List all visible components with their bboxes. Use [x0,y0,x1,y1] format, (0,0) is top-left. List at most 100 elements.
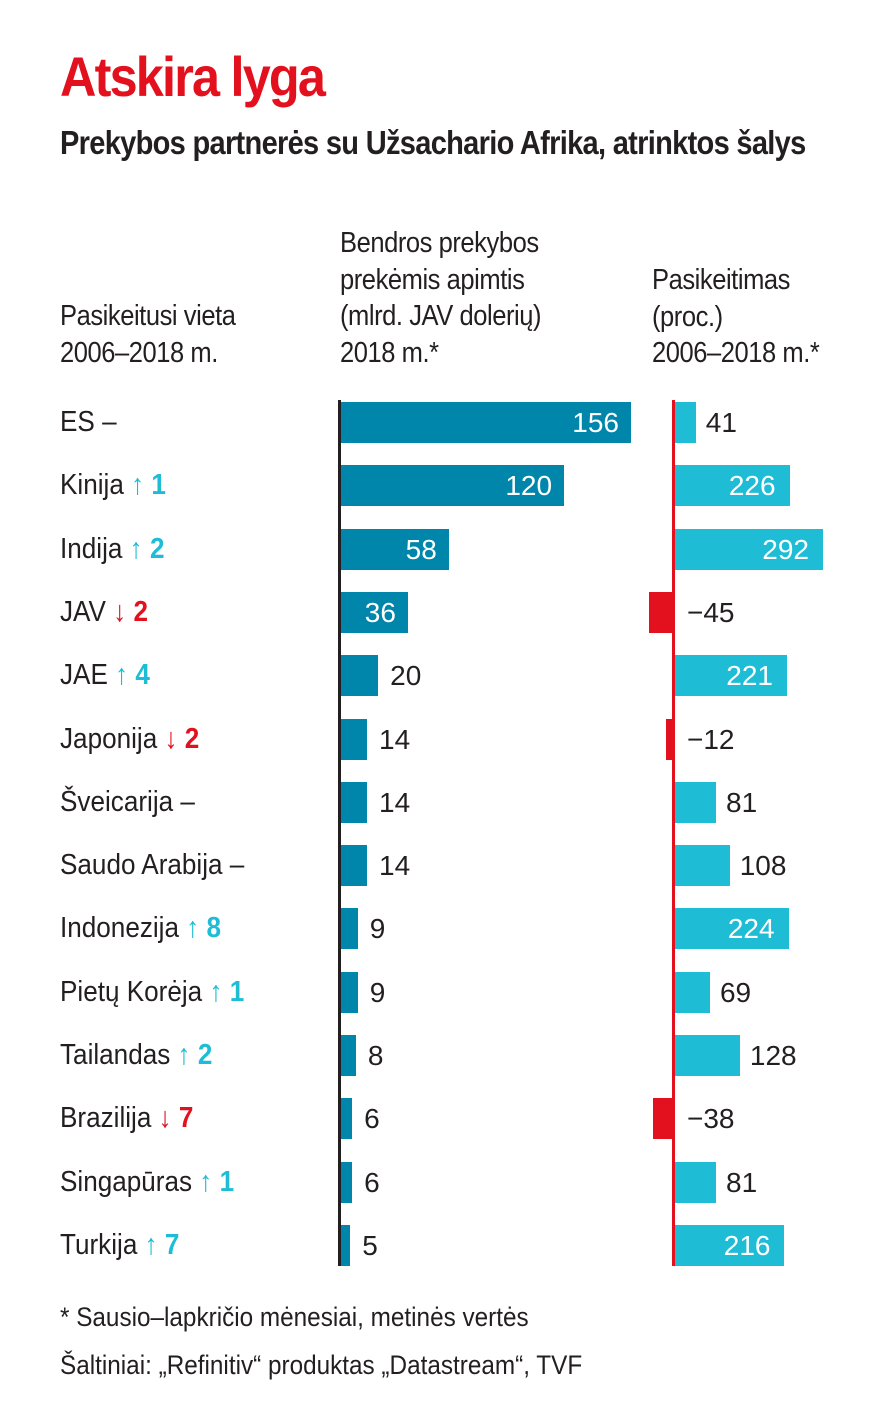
chart-subtitle: Prekybos partnerės su Užsachario Afrika,… [60,124,806,161]
trade-volume-label: 14 [379,786,411,818]
country-name: Japonija [60,722,158,755]
rank-up-indicator: ↑ 1 [192,1165,235,1198]
change-positive-bar [675,781,717,823]
trade-volume-label: 8 [367,1040,384,1071]
change-pct-label: 292 [762,533,809,565]
chart-title: Atskira lyga [60,45,326,108]
trade-volume-bar [341,402,631,443]
trade-volume-bar [341,528,449,570]
change-pct-label: 216 [723,1229,771,1261]
change-pct-label: 81 [726,1166,758,1198]
trade-volume-label: 6 [364,1103,380,1135]
change-axis-line [672,400,675,1266]
header-change-pct: Pasikeitimas (proc.) 2006–2018 m.* [652,264,820,369]
country-label: Indonezija ↑ 8 [60,908,221,949]
country-name: Indonezija [60,912,179,945]
source-note: Šaltiniai: „Refinitiv“ produktas „Datast… [60,1350,583,1380]
trade-volume-bar [341,1098,353,1140]
trade-volume-label: 14 [379,723,411,755]
footnote: * Sausio–lapkričio mėnesiai, metinės ver… [60,1302,529,1332]
change-positive-bar [675,402,696,443]
rank-up-indicator: ↑ 2 [170,1039,213,1071]
rank-unchanged-indicator: – [173,785,195,818]
change-positive-bar [675,908,789,950]
rank-down-indicator: ↓ 2 [157,722,200,755]
change-pct-label: 108 [739,850,787,882]
rank-down-indicator: ↓ 2 [105,595,149,628]
change-pct-label: 221 [726,660,773,692]
trade-volume-label: 58 [405,533,437,565]
rank-up-indicator: ↑ 1 [123,469,166,502]
country-label: Japonija ↓ 2 [60,719,199,760]
trade-axis-line [338,400,341,1266]
country-label: Brazilija ↓ 7 [60,1098,193,1139]
trade-volume-bar [341,591,408,633]
rank-down-indicator: ↓ 7 [151,1102,194,1135]
trade-volume-label: 20 [390,660,422,692]
change-negative-bar [649,591,672,633]
change-positive-bar [675,1035,740,1076]
trade-volume-bar [341,1035,356,1076]
trade-volume-label: 9 [369,976,386,1008]
trade-volume-label: 5 [362,1229,378,1261]
change-positive-bar [675,1161,717,1203]
trade-volume-bar [341,718,368,760]
country-label: Pietų Korėja ↑ 1 [60,972,244,1013]
country-name: Pietų Korėja [60,975,203,1008]
country-name: Indija [60,532,123,565]
trade-volume-label: 120 [505,470,553,502]
trade-volume-bar [341,845,368,887]
change-pct-label: 128 [749,1040,797,1071]
country-name: Singapūras [60,1165,193,1198]
change-positive-bar [675,1224,785,1266]
change-positive-bar [675,971,710,1013]
country-label: Šveicarija – [60,782,195,823]
change-negative-bar [652,1098,672,1140]
change-pct-label: −12 [687,723,735,755]
change-positive-bar [675,528,823,570]
change-positive-bar [675,465,790,507]
country-name: Brazilija [60,1102,152,1135]
country-name: JAV [60,595,106,628]
change-negative-bar [665,718,672,760]
rank-unchanged-indicator: – [94,406,117,438]
header-rank-change: Pasikeitusi vieta 2006–2018 m. [60,300,236,369]
change-pct-label: −38 [687,1103,735,1135]
trade-volume-bar [341,465,565,507]
country-label: Saudo Arabija – [60,845,244,886]
rank-unchanged-indicator: – [222,849,245,882]
change-pct-label: −45 [687,596,735,628]
change-pct-label: 81 [726,786,758,818]
change-pct-label: 224 [727,913,775,945]
country-name: Kinija [60,469,124,502]
rank-up-indicator: ↑ 2 [122,532,165,565]
trade-volume-label: 36 [364,596,396,628]
rank-up-indicator: ↑ 7 [137,1228,180,1261]
country-name: Saudo Arabija [60,849,223,882]
country-label: Kinija ↑ 1 [60,465,166,506]
header-trade-volume: Bendros prekybos prekėmis apimtis (mlrd.… [340,227,542,369]
trade-volume-bar [341,781,368,823]
change-pct-label: 41 [705,407,737,438]
trade-volume-label: 9 [369,913,386,945]
country-name: Šveicarija [60,785,174,818]
trade-volume-bar [341,1224,351,1266]
country-label: JAV ↓ 2 [60,592,148,633]
trade-volume-label: 6 [364,1166,380,1198]
trade-volume-bar [341,655,379,697]
country-name: ES [60,406,95,438]
rank-up-indicator: ↑ 8 [178,912,222,945]
change-positive-bar [675,845,730,887]
trade-volume-bar [341,908,358,950]
country-label: ES – [60,402,117,443]
trade-volume-bar [341,971,358,1013]
change-positive-bar [675,655,787,697]
country-name: Turkija [60,1228,138,1261]
trade-volume-label: 156 [572,407,619,438]
country-label: Tailandas ↑ 2 [60,1035,212,1076]
trade-volume-label: 14 [379,850,411,882]
country-label: Turkija ↑ 7 [60,1225,179,1266]
country-label: JAE ↑ 4 [60,655,150,696]
change-pct-label: 69 [719,976,752,1008]
trade-volume-bar [341,1161,353,1203]
